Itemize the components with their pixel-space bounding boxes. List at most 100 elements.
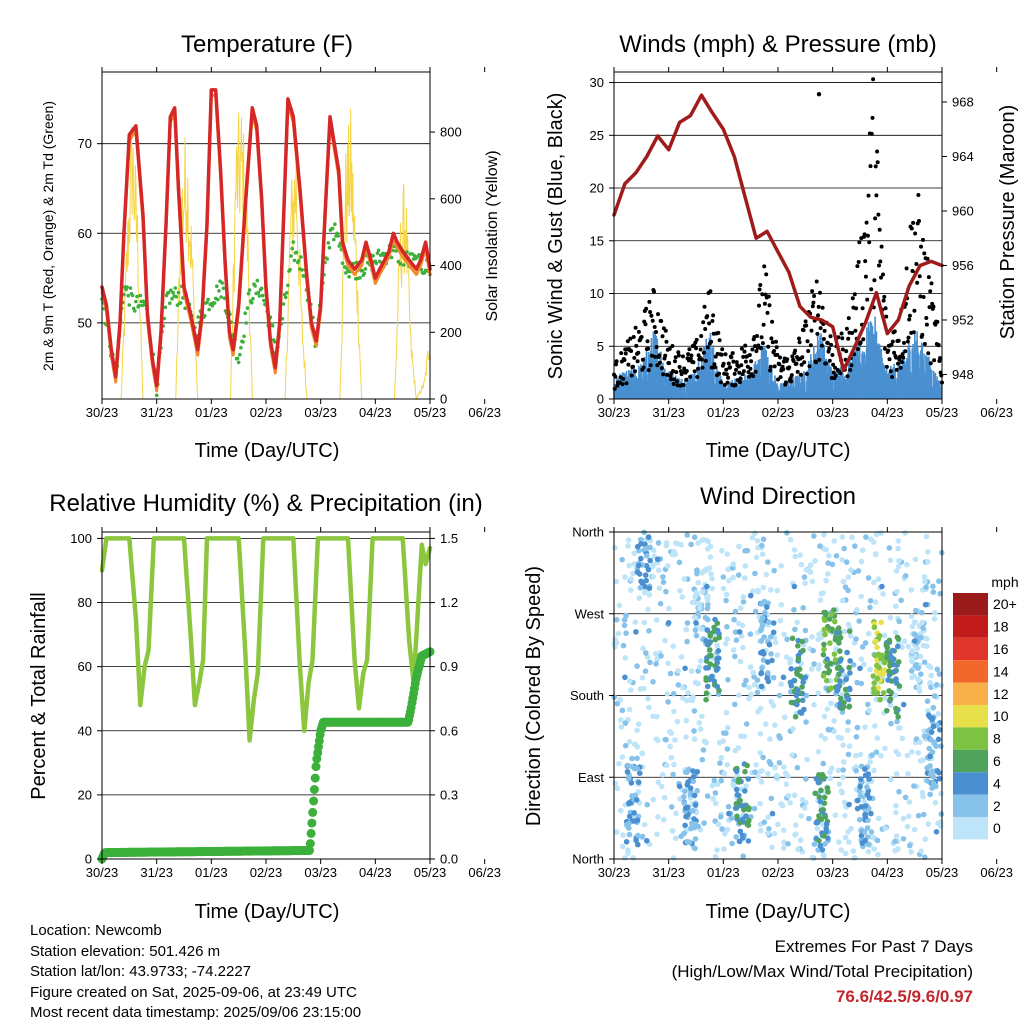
- gust-point: [805, 339, 810, 344]
- direction-point: [823, 821, 830, 827]
- direction-point: [856, 788, 863, 794]
- direction-point-series: [911, 638, 918, 644]
- direction-point: [937, 775, 943, 782]
- gust-point: [827, 346, 832, 351]
- direction-point: [845, 719, 851, 725]
- y-tick-label: 20: [590, 181, 604, 196]
- dewpoint-point: [245, 306, 250, 310]
- dewpoint-point: [236, 360, 241, 365]
- direction-point: [798, 813, 805, 819]
- direction-point: [741, 682, 747, 688]
- direction-point: [816, 631, 822, 638]
- direction-point: [714, 627, 721, 634]
- direction-point: [634, 543, 641, 550]
- gust-point: [661, 372, 666, 377]
- direction-point: [922, 578, 928, 585]
- direction-point: [761, 651, 767, 657]
- gust-point: [756, 343, 761, 348]
- direction-point: [861, 829, 868, 835]
- direction-point: [757, 705, 764, 712]
- gust-point: [928, 361, 933, 366]
- direction-point: [901, 638, 908, 644]
- direction-point: [715, 821, 722, 828]
- direction-point: [707, 661, 714, 667]
- direction-point: [819, 847, 826, 853]
- dewpoint-point: [222, 296, 227, 301]
- direction-point: [637, 584, 644, 591]
- direction-point: [925, 663, 932, 669]
- direction-point: [878, 655, 884, 662]
- direction-point: [703, 740, 710, 746]
- direction-point: [622, 720, 629, 726]
- gust-point: [820, 343, 824, 348]
- direction-point: [925, 712, 932, 718]
- direction-point: [816, 772, 822, 778]
- direction-point: [867, 598, 874, 604]
- gust-point: [742, 349, 747, 354]
- direction-point: [870, 539, 877, 545]
- direction-point: [767, 761, 774, 767]
- direction-point: [745, 806, 752, 813]
- gust-point: [707, 321, 712, 326]
- direction-point: [847, 633, 854, 639]
- direction-point: [707, 647, 713, 653]
- direction-point: [920, 642, 927, 649]
- direction-point: [834, 629, 840, 636]
- direction-point: [868, 829, 875, 835]
- dewpoint-point: [239, 345, 243, 350]
- direction-point: [646, 628, 652, 634]
- direction-point: [732, 629, 739, 635]
- gust-point: [687, 347, 692, 352]
- x-tick-label: 31/23: [140, 405, 173, 420]
- direction-point: [743, 677, 749, 684]
- direction-point: [752, 570, 758, 577]
- precip-point: [308, 807, 318, 817]
- direction-point: [886, 637, 893, 644]
- direction-point: [858, 558, 865, 565]
- gust-point: [855, 264, 860, 269]
- gust-point: [881, 272, 885, 277]
- direction-point: [712, 800, 719, 807]
- direction-point: [682, 788, 688, 795]
- direction-point: [828, 611, 835, 617]
- gust-point: [670, 344, 675, 348]
- gust-point: [886, 348, 891, 353]
- y-tick-label: 60: [78, 226, 92, 241]
- direction-point: [664, 691, 671, 697]
- direction-point: [893, 676, 899, 682]
- direction-point: [668, 754, 675, 761]
- direction-point: [741, 802, 747, 809]
- direction-point: [784, 636, 790, 643]
- direction-point: [816, 794, 823, 800]
- direction-point: [753, 762, 759, 768]
- direction-point: [760, 536, 767, 543]
- direction-point: [927, 753, 933, 760]
- gust-point: [695, 375, 700, 379]
- direction-point: [921, 574, 928, 580]
- dewpoint-point: [251, 296, 255, 301]
- direction-point: [762, 609, 768, 616]
- gust-point: [833, 373, 838, 378]
- direction-point: [667, 670, 674, 677]
- direction-point: [803, 776, 809, 782]
- direction-point-series: [846, 801, 852, 808]
- direction-point: [795, 656, 802, 662]
- gust-point: [624, 381, 629, 386]
- direction-point: [836, 640, 842, 646]
- direction-point: [797, 673, 804, 679]
- gust-point: [694, 337, 699, 342]
- direction-point: [643, 577, 649, 584]
- direction-point: [854, 679, 860, 686]
- direction-point: [775, 821, 781, 828]
- direction-point: [858, 656, 865, 662]
- direction-point: [824, 663, 830, 669]
- gust-point: [678, 369, 683, 374]
- direction-point: [783, 654, 790, 660]
- gust-point: [861, 337, 866, 342]
- y-tick-label: 0: [597, 392, 604, 407]
- dewpoint-point: [203, 314, 207, 318]
- direction-point: [671, 708, 677, 715]
- direction-point: [671, 761, 677, 768]
- direction-point: [690, 768, 696, 774]
- direction-point: [789, 635, 796, 642]
